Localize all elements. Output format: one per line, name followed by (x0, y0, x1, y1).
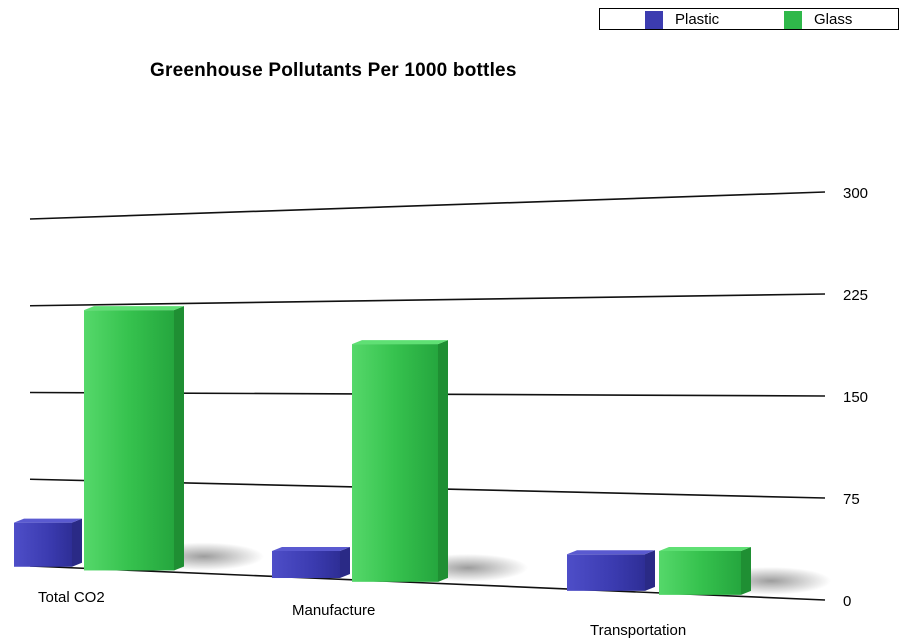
y-tick-label-75: 75 (843, 491, 860, 508)
y-tick-label-150: 150 (843, 389, 868, 406)
bar-glass-manufacture (352, 340, 448, 582)
y-tick-label-300: 300 (843, 185, 868, 202)
bar-glass-total-co2 (84, 306, 184, 570)
x-category-label-transportation: Transportation (590, 622, 686, 639)
bar-plastic-total-co2 (14, 519, 82, 567)
bar-plastic-manufacture (272, 547, 350, 578)
bar-glass-transportation (659, 547, 751, 595)
bar-plastic-transportation (567, 550, 655, 591)
x-category-label-total-co2: Total CO2 (38, 589, 105, 606)
y-tick-label-0: 0 (843, 593, 851, 610)
y-tick-label-225: 225 (843, 287, 868, 304)
gridline-225 (30, 294, 825, 306)
bar-layer (14, 306, 751, 595)
x-category-label-manufacture: Manufacture (292, 602, 375, 619)
gridline-300 (30, 192, 825, 219)
